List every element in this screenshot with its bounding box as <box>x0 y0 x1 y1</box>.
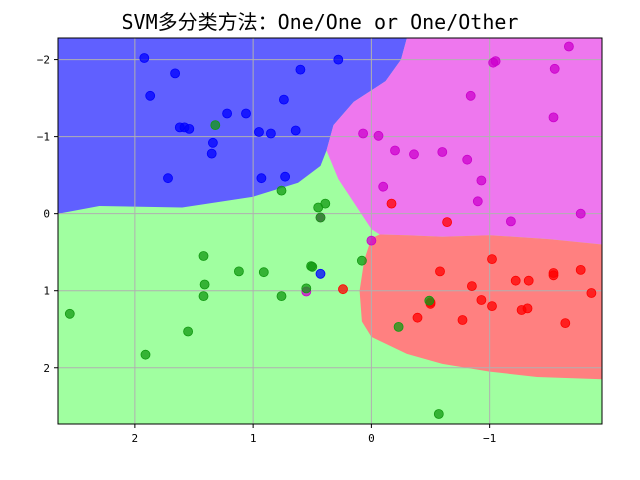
data-point-magenta <box>465 90 476 101</box>
data-point-blue <box>163 173 173 184</box>
data-point-blue <box>333 54 344 65</box>
chart-title: SVM多分类方法：One/One or One/Other <box>121 10 519 34</box>
data-point-blue <box>207 137 218 148</box>
data-point-green <box>315 212 326 223</box>
axes-frame <box>57 37 603 425</box>
data-point-magenta <box>378 181 389 192</box>
axes: 2 1 0 −1 −2 −1 0 1 2 <box>37 37 603 445</box>
data-point-magenta <box>462 154 473 165</box>
x-tick-label: −1 <box>483 432 496 445</box>
data-point-red <box>442 217 453 228</box>
data-point-red <box>575 264 586 275</box>
data-point-blue <box>170 68 181 79</box>
data-point-magenta <box>549 63 560 74</box>
data-point-green <box>198 291 209 302</box>
y-tick-label: −2 <box>37 54 50 67</box>
data-point-green <box>307 261 318 272</box>
data-point-blue <box>256 173 267 184</box>
magenta-region <box>326 38 602 245</box>
data-point-red <box>487 301 497 312</box>
data-point-red <box>466 281 477 292</box>
data-point-magenta <box>358 128 369 139</box>
data-point-red <box>510 275 521 286</box>
x-tick-label: 0 <box>368 432 375 445</box>
data-point-red <box>386 198 397 209</box>
data-point-green <box>276 291 287 302</box>
data-point-green <box>140 349 151 360</box>
x-tick-label: 1 <box>250 432 257 445</box>
data-point-magenta <box>476 175 487 186</box>
data-point-green <box>424 295 435 306</box>
data-point-green <box>258 267 269 278</box>
data-point-green <box>210 120 221 130</box>
data-point-red <box>586 288 597 298</box>
data-point-magenta <box>488 57 499 68</box>
data-point-green <box>301 283 312 294</box>
data-point-blue <box>222 108 233 119</box>
data-point-red <box>548 270 559 281</box>
data-point-blue <box>265 128 276 139</box>
red-region <box>359 234 602 380</box>
data-point-magenta <box>409 149 419 160</box>
data-point-red <box>522 303 533 314</box>
data-point-red <box>476 295 487 305</box>
data-point-magenta <box>373 130 384 141</box>
data-point-red <box>435 266 445 277</box>
y-tick-label: 0 <box>43 208 50 221</box>
data-point-blue <box>206 148 217 159</box>
data-point-blue <box>184 123 195 134</box>
data-point-red <box>487 254 497 265</box>
data-point-blue <box>241 108 251 119</box>
data-point-blue <box>254 127 264 137</box>
data-point-red <box>338 284 348 295</box>
data-point-magenta <box>472 196 483 207</box>
data-point-magenta <box>548 112 559 123</box>
data-point-magenta <box>437 147 448 157</box>
data-point-green <box>313 202 324 213</box>
data-point-blue <box>315 268 326 279</box>
decision-regions <box>58 38 602 424</box>
data-point-blue <box>295 64 306 75</box>
data-point-green <box>198 251 209 261</box>
data-point-green <box>276 185 287 196</box>
data-point-green <box>233 266 244 277</box>
data-point-red <box>457 315 468 325</box>
y-tick-label: 1 <box>43 285 50 298</box>
data-point-red <box>560 318 571 329</box>
data-point-magenta <box>564 41 574 52</box>
data-point-blue <box>280 171 291 182</box>
data-point-magenta <box>505 216 516 227</box>
data-point-blue <box>139 53 150 63</box>
data-point-blue <box>290 125 301 136</box>
data-point-magenta <box>366 235 377 246</box>
data-point-green <box>393 321 404 332</box>
y-tick-label: 2 <box>43 362 50 375</box>
data-point-green <box>64 308 75 319</box>
data-point-green <box>433 409 444 419</box>
y-tick-label: −1 <box>37 131 50 144</box>
data-point-red <box>412 312 423 323</box>
data-point-green <box>183 326 194 337</box>
data-point-green <box>356 255 367 266</box>
blue-region <box>58 38 407 214</box>
data-point-red <box>523 275 534 286</box>
data-point-magenta <box>575 208 586 219</box>
scatter-points <box>64 41 597 419</box>
data-point-blue <box>278 94 289 105</box>
data-point-blue <box>145 90 156 101</box>
data-point-green <box>199 279 210 290</box>
x-tick-label: 2 <box>132 432 139 445</box>
data-point-magenta <box>390 145 400 156</box>
